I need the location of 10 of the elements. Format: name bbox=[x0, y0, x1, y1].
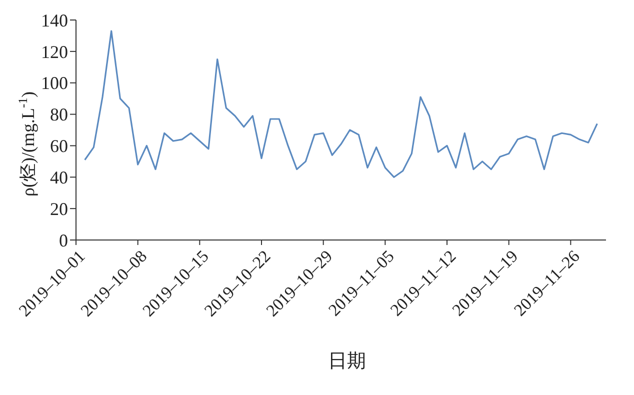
y-tick-label: 80 bbox=[50, 104, 68, 125]
y-tick-label: 140 bbox=[41, 10, 68, 30]
y-tick-label: 0 bbox=[59, 230, 68, 250]
y-tick-label: 100 bbox=[41, 73, 68, 94]
y-tick-label: 20 bbox=[50, 198, 68, 219]
y-tick-label: 40 bbox=[50, 168, 68, 188]
y-tick-label: 60 bbox=[50, 136, 68, 156]
x-axis-title: 日期 bbox=[327, 350, 367, 374]
y-tick-label: 120 bbox=[41, 42, 68, 62]
line-series bbox=[84, 30, 598, 178]
